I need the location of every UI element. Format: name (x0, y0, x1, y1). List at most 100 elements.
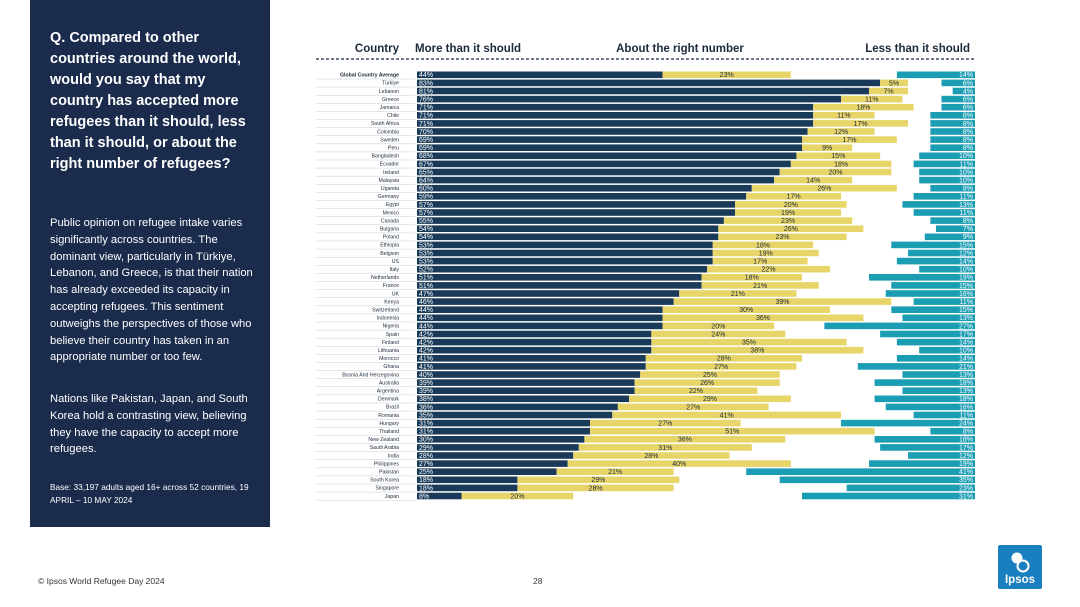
country-label: Thailand (379, 429, 399, 435)
value-label-right: 26% (700, 380, 714, 387)
country-label: New Zealand (368, 437, 399, 443)
value-label-right: 27% (714, 364, 728, 371)
bar-less (930, 112, 975, 119)
country-label: South Africa (371, 121, 399, 127)
value-label-less: 19% (959, 275, 973, 282)
header-country: Country (355, 43, 400, 55)
value-label-more: 38% (419, 396, 433, 403)
value-label-less: 8% (963, 429, 973, 436)
country-label: Finland (382, 340, 399, 346)
bar-more (417, 274, 702, 281)
value-label-more: 76% (419, 97, 433, 104)
value-label-less: 11% (960, 299, 974, 306)
bar-more (417, 355, 646, 362)
value-label-right: 29% (703, 396, 717, 403)
value-label-right: 20% (784, 202, 798, 209)
bar-less (868, 460, 975, 467)
value-label-right: 27% (658, 421, 672, 428)
bar-more (417, 436, 585, 443)
value-label-more: 35% (419, 412, 433, 419)
bar-less (779, 476, 975, 484)
header-more: More than it should (415, 43, 521, 55)
value-label-right: 11% (837, 113, 851, 120)
country-label: Spain (386, 332, 399, 338)
country-label: Jamaica (380, 105, 399, 111)
bar-less (846, 484, 975, 492)
bar-right (651, 330, 786, 338)
bar-more (417, 241, 713, 249)
bar-right (701, 282, 819, 289)
value-label-less: 8% (963, 186, 973, 193)
bar-right (651, 346, 864, 354)
bar-less (896, 257, 975, 265)
value-label-right: 17% (842, 137, 856, 144)
value-label-more: 27% (419, 461, 433, 468)
country-label: Pakistan (379, 470, 399, 476)
value-label-more: 57% (419, 210, 433, 217)
value-label-less: 16% (959, 291, 973, 298)
value-label-less: 23% (959, 485, 973, 492)
value-label-less: 21% (959, 364, 973, 371)
value-label-more: 44% (419, 323, 433, 330)
logo-mark-icon (1011, 552, 1030, 573)
country-label: Poland (383, 235, 399, 241)
bar-less (908, 249, 975, 257)
value-label-right: 18% (756, 242, 770, 249)
value-label-right: 26% (784, 226, 798, 233)
country-label: Ecuador (380, 162, 400, 168)
bar-right (718, 233, 847, 241)
value-label-right: 20% (711, 323, 725, 330)
country-label: Ghana (383, 364, 399, 370)
bar-less (941, 95, 975, 103)
value-label-more: 59% (419, 194, 433, 201)
value-label-less: 9% (963, 234, 973, 241)
value-label-less: 35% (959, 477, 973, 484)
bar-more (417, 144, 803, 151)
value-label-right: 23% (781, 218, 795, 225)
header-right: About the right number (616, 43, 744, 55)
value-label-less: 11% (960, 161, 974, 168)
value-label-right: 20% (510, 493, 524, 500)
bar-right (701, 274, 803, 281)
logo-text: Ipsos (1004, 574, 1036, 586)
country-label: Philippines (374, 461, 399, 467)
value-label-right: 23% (775, 234, 789, 241)
value-label-less: 24% (959, 421, 973, 428)
country-label: Bangladesh (372, 154, 400, 160)
bar-more (417, 330, 652, 338)
bar-right (707, 265, 830, 273)
bar-less (874, 379, 975, 386)
value-label-right: 25% (703, 372, 717, 379)
bar-right (662, 322, 775, 330)
country-label: Sweden (380, 137, 399, 143)
bar-right (651, 338, 847, 346)
value-label-less: 11% (960, 210, 974, 217)
bar-less (935, 225, 975, 232)
bar-right (556, 468, 674, 475)
value-label-more: 44% (419, 315, 433, 322)
bar-less (868, 274, 975, 281)
country-label: Saudi Arabia (370, 445, 400, 451)
value-label-more: 53% (419, 250, 433, 257)
value-label-less: 18% (959, 396, 973, 403)
bar-right (813, 103, 914, 111)
bar-less (880, 444, 975, 451)
value-label-more: 36% (419, 404, 433, 411)
value-label-more: 52% (419, 267, 433, 274)
bar-right (807, 128, 875, 135)
bar-right (746, 193, 842, 200)
bar-more (417, 160, 791, 168)
country-label: Indonesia (377, 316, 400, 322)
value-label-more: 55% (419, 218, 433, 225)
value-label-less: 27% (959, 323, 973, 330)
value-label-less: 31% (959, 493, 973, 500)
country-label: Singapore (375, 486, 399, 492)
bar-right (880, 79, 909, 87)
value-label-right: 39% (775, 299, 789, 306)
value-label-less: 17% (959, 445, 973, 452)
country-label: Peru (388, 146, 399, 152)
insight-paragraph-1: Public opinion on refugee intake varies … (50, 217, 253, 364)
value-label-less: 18% (959, 437, 973, 444)
country-label: Bulgaria (380, 227, 399, 233)
country-label: Türkiye (382, 81, 399, 87)
